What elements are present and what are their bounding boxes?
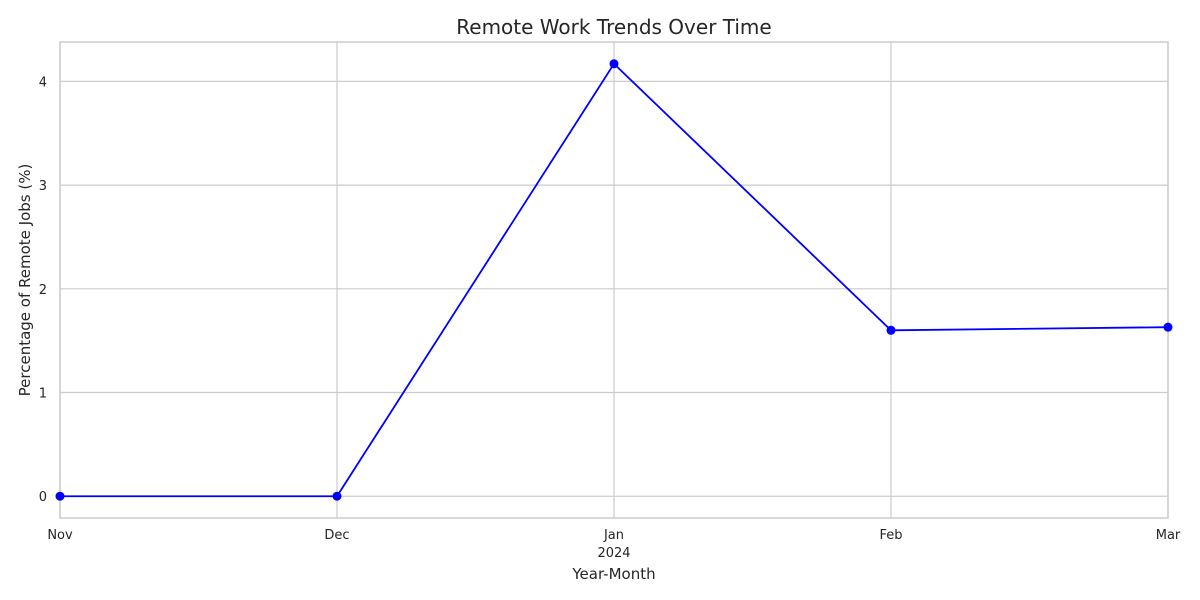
x-axis-ticks: Nov Dec Jan 2024 Feb Mar xyxy=(47,528,1181,561)
x-tick-label: Mar xyxy=(1156,528,1181,543)
y-tick-label: 4 xyxy=(39,75,47,90)
data-point xyxy=(1163,322,1173,332)
x-tick-year-label: 2024 xyxy=(597,546,630,561)
x-axis-label: Year-Month xyxy=(571,565,655,583)
chart-title: Remote Work Trends Over Time xyxy=(456,15,771,39)
x-tick-label: Jan xyxy=(603,528,624,543)
y-tick-label: 2 xyxy=(39,283,47,298)
y-axis-label: Percentage of Remote Jobs (%) xyxy=(16,164,34,397)
data-point xyxy=(886,325,896,335)
plot-area-frame xyxy=(59,41,1169,519)
x-tick-label: Nov xyxy=(47,528,73,543)
y-tick-label: 0 xyxy=(39,490,47,505)
data-series xyxy=(55,59,1173,501)
x-tick-label: Feb xyxy=(879,528,902,543)
y-tick-label: 3 xyxy=(39,179,47,194)
x-tick-label: Dec xyxy=(324,528,349,543)
data-point xyxy=(609,59,619,69)
y-tick-label: 1 xyxy=(39,387,47,402)
y-axis-ticks: 0 1 2 3 4 xyxy=(39,75,47,505)
data-point xyxy=(332,491,342,501)
data-point xyxy=(55,491,65,501)
